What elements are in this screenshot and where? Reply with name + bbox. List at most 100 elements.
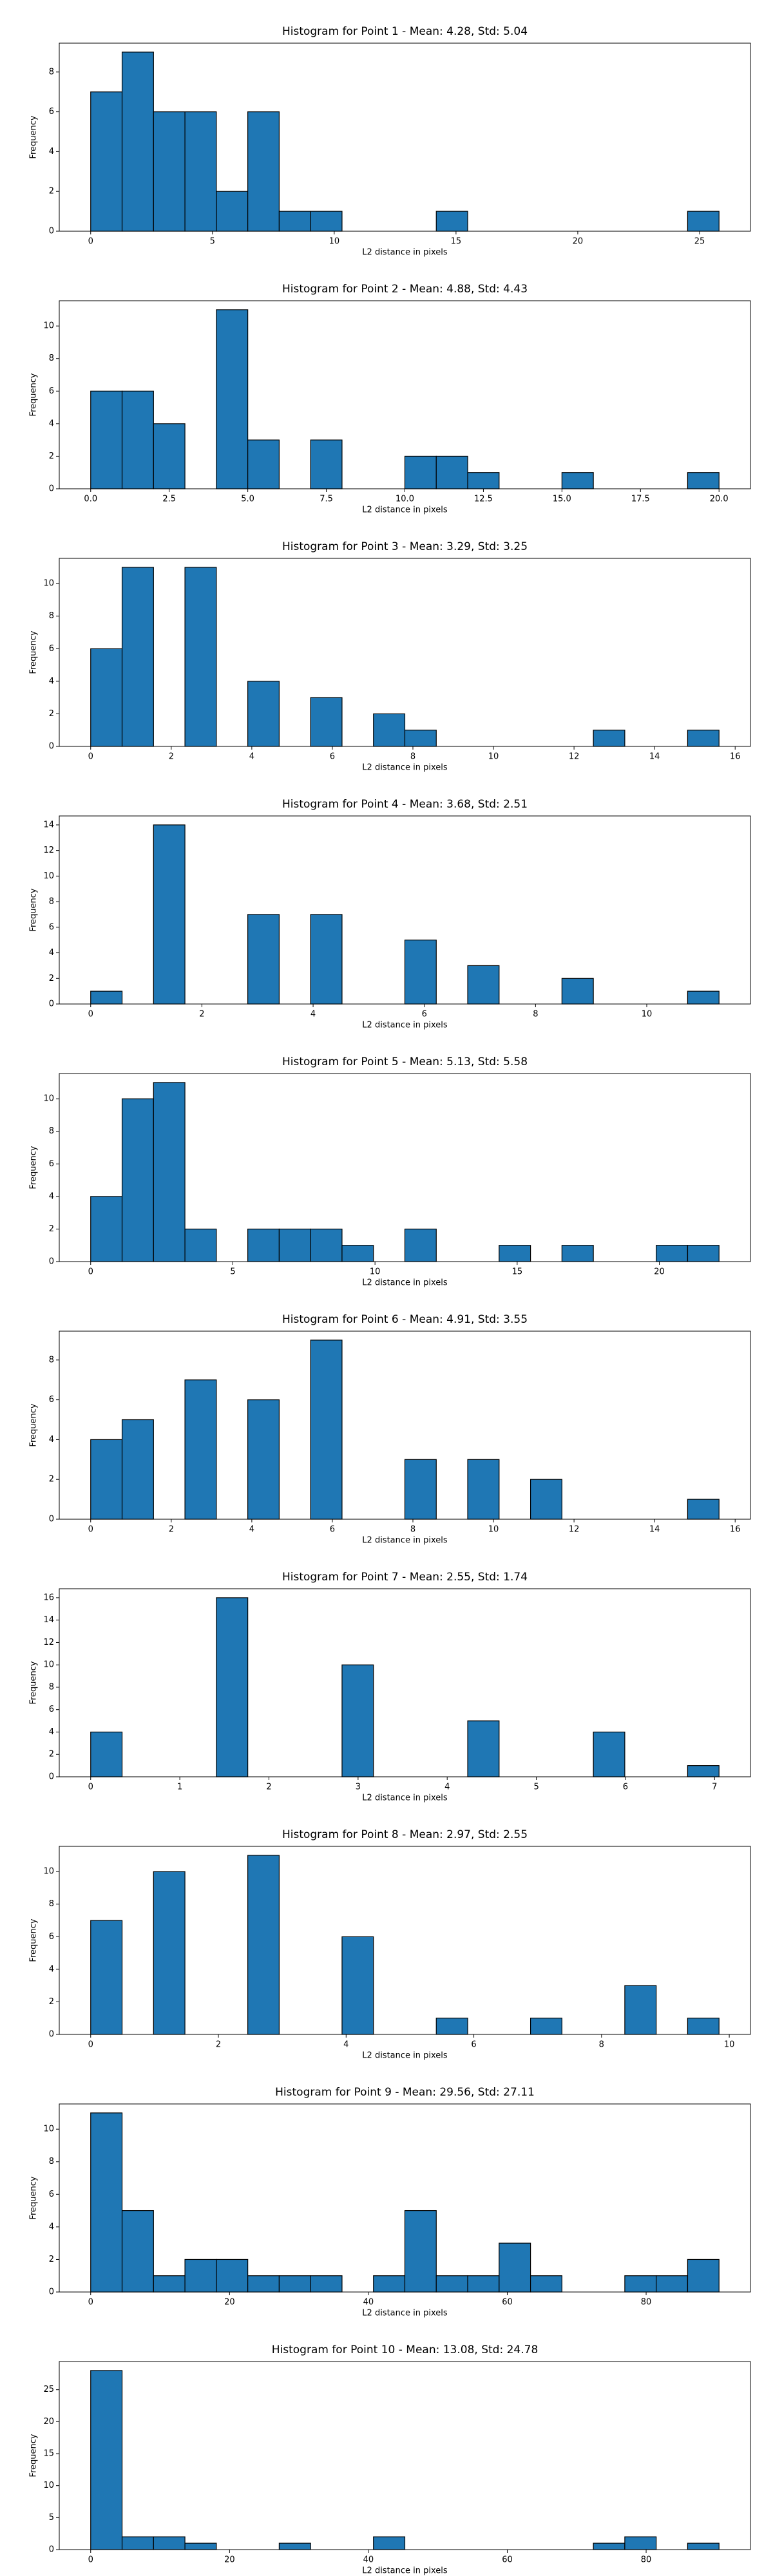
bar <box>216 191 249 232</box>
x-tick-label: 20 <box>654 1267 665 1277</box>
x-tick-label: 7.5 <box>320 495 333 504</box>
y-tick-label: 0 <box>49 2287 54 2297</box>
bar <box>184 2259 217 2293</box>
y-tick-label: 8 <box>49 1355 54 1365</box>
y-axis-label: Frequency <box>29 888 39 931</box>
bar <box>278 2275 311 2293</box>
y-tick-label: 6 <box>49 1705 54 1714</box>
y-tick-label: 2 <box>49 1750 54 1759</box>
bar <box>90 2112 123 2293</box>
bar <box>216 2259 249 2293</box>
x-tick-label: 80 <box>641 2555 652 2565</box>
y-tick-label: 6 <box>49 2190 54 2199</box>
x-tick-label: 3 <box>356 1783 361 1792</box>
chart-title: Histogram for Point 6 - Mean: 4.91, Std:… <box>282 1313 528 1326</box>
bar <box>687 1765 720 1777</box>
bar <box>593 2543 625 2550</box>
bar <box>247 1228 280 1262</box>
bar <box>310 914 343 1005</box>
chart-title: Histogram for Point 7 - Mean: 2.55, Std:… <box>282 1571 528 1584</box>
y-tick-label: 5 <box>49 2513 54 2523</box>
y-tick-label: 0 <box>49 742 54 752</box>
bar <box>404 455 437 489</box>
bar <box>90 1731 123 1777</box>
x-tick-label: 6 <box>623 1783 628 1792</box>
bar <box>656 1245 689 1262</box>
x-tick-label: 40 <box>363 2555 374 2565</box>
y-tick-label: 25 <box>43 2385 54 2394</box>
y-tick-label: 4 <box>49 1191 54 1201</box>
bar <box>624 2536 657 2550</box>
x-tick-label: 10 <box>724 2040 735 2050</box>
y-tick-label: 4 <box>49 147 54 156</box>
y-tick-label: 8 <box>49 897 54 907</box>
y-tick-label: 0 <box>49 1257 54 1267</box>
y-tick-label: 2 <box>49 451 54 461</box>
x-tick-label: 0 <box>88 1267 93 1277</box>
y-tick-label: 20 <box>43 2417 54 2427</box>
bar <box>90 2370 123 2550</box>
bar <box>404 940 437 1005</box>
x-tick-label: 8 <box>599 2040 604 2050</box>
chart-title: Histogram for Point 2 - Mean: 4.88, Std:… <box>282 283 528 296</box>
bar <box>310 697 343 747</box>
x-tick-label: 2 <box>266 1783 271 1792</box>
y-tick-label: 10 <box>43 579 54 589</box>
x-tick-label: 6 <box>330 752 335 762</box>
bar <box>310 2275 343 2293</box>
bar <box>184 2543 217 2550</box>
y-tick-label: 16 <box>43 1593 54 1602</box>
x-tick-label: 10 <box>488 1525 499 1535</box>
x-tick-label: 4 <box>343 2040 348 2050</box>
x-tick-label: 0.0 <box>84 495 97 504</box>
bar <box>373 2275 406 2293</box>
x-tick-label: 1 <box>177 1783 182 1792</box>
y-axis-label: Frequency <box>29 630 39 674</box>
y-tick-label: 4 <box>49 419 54 428</box>
bar <box>121 2210 154 2293</box>
bar <box>593 1731 625 1777</box>
axes-frame <box>59 1331 751 1520</box>
x-tick-label: 15.0 <box>553 495 571 504</box>
bar <box>404 2210 437 2293</box>
y-tick-label: 6 <box>49 644 54 654</box>
x-tick-label: 60 <box>502 2555 513 2565</box>
y-tick-label: 4 <box>49 676 54 686</box>
axes-frame <box>59 558 751 747</box>
y-tick-label: 2 <box>49 974 54 983</box>
x-tick-label: 2 <box>169 752 174 762</box>
bar <box>121 1098 154 1262</box>
x-tick-label: 4 <box>310 1010 316 1019</box>
y-tick-label: 0 <box>49 484 54 494</box>
x-tick-label: 7 <box>712 1783 717 1792</box>
y-tick-label: 0 <box>49 999 54 1009</box>
bar <box>687 472 720 489</box>
bar <box>624 1985 657 2035</box>
bar <box>341 1245 374 1262</box>
y-axis-label: Frequency <box>29 1146 39 1189</box>
x-tick-label: 16 <box>730 1525 741 1535</box>
bar <box>153 824 186 1005</box>
x-tick-label: 2.5 <box>162 495 176 504</box>
bar <box>310 1228 343 1262</box>
x-tick-label: 17.5 <box>631 495 650 504</box>
bar <box>530 2275 562 2293</box>
y-tick-label: 4 <box>49 1435 54 1444</box>
y-tick-label: 12 <box>43 846 54 855</box>
bar <box>247 1399 280 1520</box>
bar <box>90 648 123 747</box>
bar <box>373 713 406 747</box>
bar <box>435 211 468 232</box>
x-tick-label: 20 <box>224 2298 235 2307</box>
bar <box>467 1720 500 1777</box>
y-tick-label: 8 <box>49 1126 54 1136</box>
y-tick-label: 0 <box>49 1772 54 1782</box>
bar <box>247 914 280 1005</box>
x-tick-label: 4 <box>444 1783 450 1792</box>
x-axis-label: L2 distance in pixels <box>362 2566 448 2576</box>
y-tick-label: 8 <box>49 2157 54 2166</box>
x-tick-label: 15 <box>451 237 462 247</box>
bar <box>153 111 186 232</box>
